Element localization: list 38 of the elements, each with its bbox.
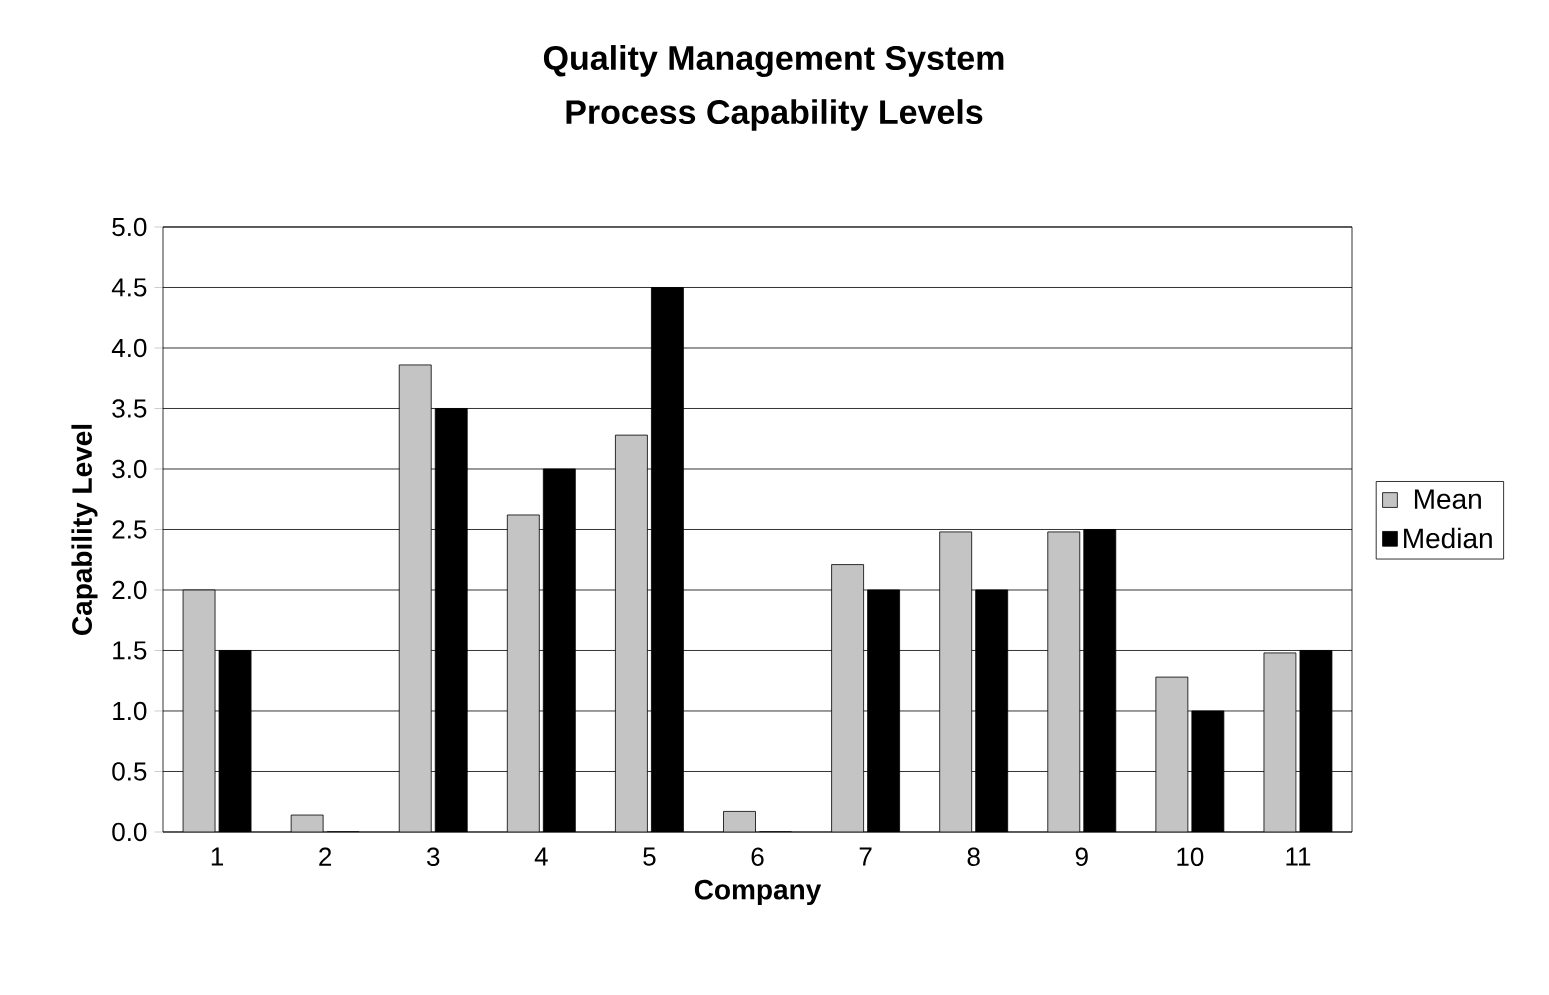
bar	[831, 564, 864, 832]
y-tick-label: 2.5	[112, 520, 147, 539]
y-tick-label: 1.0	[113, 701, 147, 721]
x-tick-label: 3	[427, 847, 440, 866]
x-tick-label: 2	[319, 847, 332, 866]
bar	[1047, 531, 1081, 832]
y-tick-label: 0.0	[112, 822, 147, 842]
bar	[506, 514, 540, 832]
y-tick-label: 0.5	[112, 762, 147, 781]
legend-label: Mean	[1414, 489, 1481, 510]
x-tick-label: 8	[967, 847, 980, 866]
x-tick-label: 10	[1177, 847, 1204, 866]
y-tick-label: 3.0	[112, 459, 147, 479]
y-axis-title: Capability Level	[71, 424, 98, 635]
chart-subtitle: Process Capability Levels	[566, 99, 983, 131]
x-tick-label: 9	[1075, 847, 1088, 866]
bar	[1155, 676, 1189, 832]
bar	[939, 531, 973, 832]
bar	[1263, 652, 1297, 832]
x-tick-label: 4	[534, 847, 548, 866]
x-tick-label: 11	[1286, 847, 1311, 866]
y-tick-label: 4.0	[111, 338, 147, 358]
x-axis-title: Company	[694, 879, 822, 906]
bar	[723, 811, 756, 832]
x-tick-label: 5	[643, 847, 656, 866]
bar	[182, 589, 216, 832]
legend-label: Median	[1404, 527, 1492, 549]
x-tick-label: 1	[211, 847, 224, 866]
y-tick-label: 2.0	[112, 580, 147, 600]
chart-title: Quality Management System	[543, 45, 1004, 77]
y-tick-label: 1.5	[113, 641, 147, 660]
y-tick-label: 5.0	[112, 217, 147, 237]
bar	[398, 364, 432, 832]
y-tick-label: 4.5	[111, 278, 147, 297]
x-tick-label: 6	[751, 847, 764, 866]
y-tick-label: 3.5	[112, 399, 147, 418]
x-tick-label: 7	[859, 847, 872, 866]
bar	[615, 434, 648, 832]
